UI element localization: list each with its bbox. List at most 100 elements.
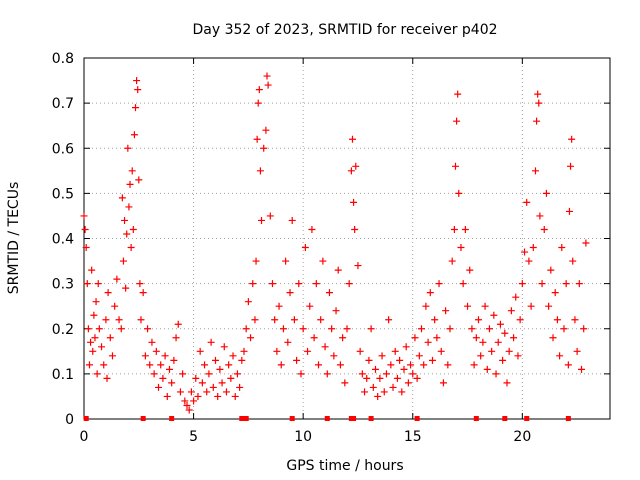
data-point (308, 225, 316, 233)
data-point (334, 266, 342, 274)
data-point (389, 383, 397, 391)
data-point (321, 343, 329, 351)
data-point (507, 307, 515, 315)
data-point (564, 361, 572, 369)
data-point (365, 356, 373, 364)
data-point (123, 230, 131, 238)
data-point (485, 325, 493, 333)
data-point (393, 374, 401, 382)
data-point (135, 176, 143, 184)
data-point (176, 388, 184, 396)
data-point (168, 379, 176, 387)
data-point (205, 370, 213, 378)
data-point (336, 361, 344, 369)
data-point (422, 302, 430, 310)
data-point (244, 298, 252, 306)
data-point (363, 374, 371, 382)
y-tick-label: 0.1 (52, 367, 74, 383)
data-point (525, 257, 533, 265)
data-point (216, 365, 224, 373)
data-point (533, 117, 541, 125)
data-point (127, 244, 135, 252)
data-point (535, 99, 543, 107)
data-point (242, 325, 250, 333)
data-point (542, 189, 550, 197)
data-point (531, 167, 539, 175)
x-tick-label: 15 (404, 429, 422, 445)
x-tick-label: 5 (189, 429, 198, 445)
data-point (106, 334, 114, 342)
x-tick-label: 0 (80, 429, 89, 445)
zero-level-point (368, 416, 374, 421)
data-point (136, 280, 144, 288)
data-point (263, 72, 271, 80)
data-point (282, 257, 290, 265)
data-point (165, 365, 173, 373)
data-point (457, 244, 465, 252)
data-point (108, 352, 116, 360)
data-point (356, 347, 364, 355)
data-point (82, 244, 90, 252)
grid (84, 58, 610, 419)
data-point (124, 144, 132, 152)
data-point (319, 257, 327, 265)
data-point (431, 316, 439, 324)
data-point (461, 225, 469, 233)
data-point (271, 316, 279, 324)
data-point (361, 388, 369, 396)
zero-level-points (83, 416, 571, 421)
data-point (466, 266, 474, 274)
data-point (454, 90, 462, 98)
data-point (345, 280, 353, 288)
data-point (132, 104, 140, 112)
data-point (448, 257, 456, 265)
data-point (146, 361, 154, 369)
data-point (505, 347, 513, 355)
y-tick-label: 0.7 (52, 96, 74, 112)
y-tick-label: 0.5 (52, 186, 74, 202)
data-point (549, 334, 557, 342)
data-point (125, 203, 133, 211)
y-tick-label: 0.4 (52, 232, 74, 248)
data-point (358, 370, 366, 378)
data-point (565, 207, 573, 215)
data-point (258, 216, 266, 224)
data-point (409, 370, 417, 378)
data-point (568, 135, 576, 143)
data-point (155, 383, 163, 391)
data-point (83, 280, 91, 288)
data-point (488, 347, 496, 355)
data-point (551, 289, 559, 297)
data-point (115, 316, 123, 324)
y-tick-label: 0.3 (52, 277, 74, 293)
data-point (194, 392, 202, 400)
data-point (435, 280, 443, 288)
data-point (306, 302, 314, 310)
data-point (415, 352, 423, 360)
zero-level-point (502, 416, 508, 421)
data-point (536, 212, 544, 220)
data-point (501, 329, 509, 337)
data-point (94, 280, 102, 288)
data-point (157, 361, 165, 369)
data-point (139, 289, 147, 297)
zero-level-point (324, 416, 330, 421)
data-point (254, 99, 262, 107)
data-point (529, 244, 537, 252)
data-point (472, 334, 480, 342)
data-point (187, 388, 195, 396)
data-point (301, 244, 309, 252)
x-tick-label: 20 (513, 429, 531, 445)
data-point (286, 289, 294, 297)
data-point (553, 316, 561, 324)
data-point (252, 257, 260, 265)
data-point (475, 316, 482, 324)
data-point (137, 316, 145, 324)
data-point (236, 383, 244, 391)
data-point (262, 126, 270, 134)
data-point (516, 316, 524, 324)
data-point (227, 374, 235, 382)
data-point (580, 325, 588, 333)
data-point (573, 347, 581, 355)
